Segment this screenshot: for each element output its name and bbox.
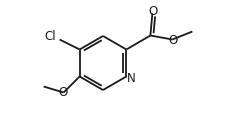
Text: N: N — [127, 72, 136, 85]
Text: O: O — [169, 34, 178, 47]
Text: Cl: Cl — [45, 30, 56, 43]
Text: O: O — [149, 5, 158, 18]
Text: O: O — [58, 86, 67, 99]
